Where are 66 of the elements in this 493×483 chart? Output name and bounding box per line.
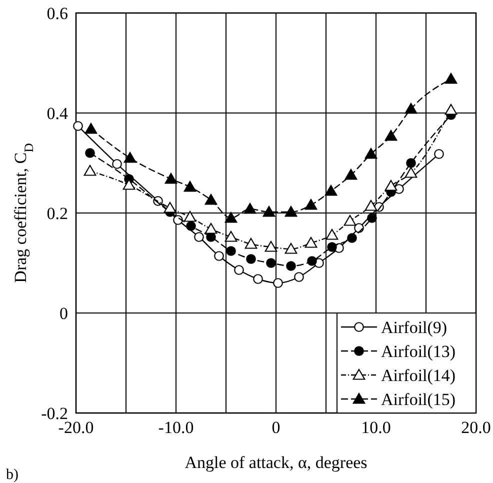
point [124, 152, 136, 163]
point [84, 164, 96, 176]
point [224, 230, 238, 242]
point [324, 184, 338, 196]
point [344, 168, 358, 180]
point [286, 261, 296, 271]
x-tick-label: 10.0 [361, 418, 391, 437]
point [234, 265, 244, 275]
point [262, 206, 276, 217]
point [273, 278, 283, 288]
point [384, 130, 398, 141]
point [264, 240, 278, 252]
point [226, 246, 236, 256]
point [294, 272, 304, 282]
legend-label: Airfoil(15) [381, 390, 456, 409]
point [404, 166, 418, 178]
y-tick-label: 0.4 [46, 104, 68, 123]
point [164, 202, 176, 213]
point [184, 180, 196, 192]
point [224, 212, 238, 223]
point [364, 200, 378, 211]
legend-label: Airfoil(13) [381, 342, 456, 361]
legend-label: Airfoil(9) [381, 318, 448, 337]
point [384, 180, 398, 191]
point [327, 242, 337, 252]
x-tick-label: 20.0 [461, 418, 491, 437]
x-tick-label: 0 [272, 418, 280, 437]
point [266, 258, 276, 268]
point [173, 215, 183, 225]
point [244, 202, 256, 214]
point [347, 233, 357, 243]
point [246, 254, 256, 264]
point [112, 159, 122, 169]
point [284, 206, 298, 217]
point [434, 149, 444, 159]
point [444, 104, 458, 115]
point [406, 158, 416, 168]
point [444, 72, 458, 84]
point [194, 232, 204, 242]
point [84, 122, 98, 134]
x-axis-title: Angle of attack, α, degrees [184, 453, 368, 472]
point [85, 148, 95, 158]
point [304, 236, 318, 248]
point [404, 102, 418, 114]
y-tick-label: 0.2 [46, 204, 68, 223]
point [304, 198, 318, 210]
point [204, 194, 218, 205]
point [214, 251, 224, 261]
point [73, 121, 83, 131]
y-tick-label: 0.6 [46, 4, 68, 23]
point [344, 214, 356, 226]
y-tick-label: 0 [60, 304, 68, 323]
point [184, 210, 196, 222]
point [204, 222, 218, 234]
point [244, 238, 258, 249]
point [367, 213, 377, 223]
point [164, 172, 178, 184]
x-tick-label: -10.0 [158, 418, 194, 437]
point [326, 228, 338, 240]
point [307, 256, 317, 266]
text: b) [6, 467, 18, 483]
legend-label: Airfoil(14) [381, 366, 456, 385]
point [364, 148, 378, 159]
point [253, 274, 263, 284]
point [186, 221, 196, 231]
point [284, 242, 298, 254]
